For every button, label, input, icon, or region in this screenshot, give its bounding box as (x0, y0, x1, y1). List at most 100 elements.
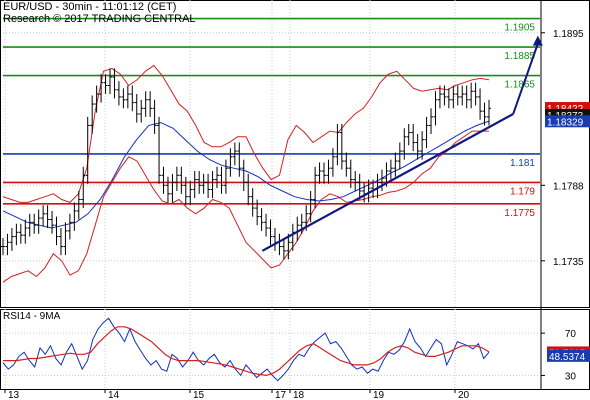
y-tick-label: 1.1895 (553, 29, 584, 40)
price-bar (241, 159, 246, 191)
price-bar (357, 173, 362, 200)
price-bar (290, 223, 295, 251)
price-bar (183, 176, 188, 206)
price-bar (482, 102, 487, 126)
price-bar (165, 176, 170, 203)
rsi-value-tag-label: 48.5374 (549, 352, 586, 363)
price-bar (286, 233, 291, 260)
price-bar (455, 85, 460, 106)
price-bar (393, 152, 398, 177)
price-bar (464, 85, 469, 109)
price-bar (451, 85, 456, 109)
price-bar (250, 188, 255, 217)
price-bar (469, 82, 474, 109)
price-bar (348, 159, 353, 189)
price-bar (174, 166, 179, 191)
price-bar (170, 173, 175, 203)
price-bar (473, 82, 478, 106)
price-bar (344, 152, 349, 177)
price-bar (32, 213, 37, 234)
rsi-value-tag-box (547, 349, 590, 362)
price-bar (108, 68, 113, 95)
price-bar (58, 228, 63, 256)
price-bar (27, 213, 32, 237)
price-bar (415, 133, 420, 160)
y-tick-label: 1.1735 (553, 257, 584, 268)
price-bar (188, 181, 193, 206)
price-bar (197, 171, 202, 194)
price-bar (486, 99, 491, 126)
price-bar (308, 190, 313, 223)
price-bar (397, 142, 402, 170)
bollinger-lower-band (2, 130, 489, 283)
price-bar (72, 202, 77, 231)
price-bar (460, 85, 465, 106)
price-bar (379, 169, 384, 191)
price-bar (139, 99, 144, 123)
price-bar (259, 208, 264, 231)
price-bar (215, 166, 220, 189)
price-bar (63, 222, 68, 256)
price-bar (18, 223, 23, 244)
rsi-panel-title: RSI14 - 9MA (3, 311, 61, 322)
level-label: 1.179 (510, 186, 535, 197)
price-bar (67, 213, 72, 240)
price-bar (223, 159, 228, 194)
x-tick-label: 19 (373, 390, 385, 400)
x-tick-label: 17 (275, 390, 287, 400)
y-tick-label: 1.1788 (553, 181, 584, 192)
level-label: 1.181 (510, 158, 535, 169)
price-bar (9, 228, 14, 251)
bollinger-upper-band (2, 64, 490, 203)
chart-header-symbol: EUR/USD - 30min - 11:01:12 (CET) (3, 1, 177, 13)
level-label: 1.1885 (504, 51, 535, 62)
price-tag-label: 1.18329 (547, 117, 584, 128)
price-bar (192, 171, 197, 199)
rsi-line (2, 317, 490, 382)
rsi-panel-frame (0, 309, 590, 390)
price-bar (219, 166, 224, 194)
price-bar (402, 128, 407, 160)
level-label: 1.1905 (504, 23, 535, 34)
price-bar (99, 74, 104, 103)
price-bar (54, 216, 59, 246)
price-bar (112, 68, 117, 99)
chart-header-copyright: Research © 2017 TRADING CENTRAL (3, 13, 196, 25)
price-bar (130, 85, 135, 112)
x-tick-label: 15 (193, 390, 205, 400)
support-trendline (261, 113, 514, 252)
rsi-signal-line (3, 326, 490, 377)
price-bar (14, 223, 19, 246)
price-bar (50, 210, 55, 234)
price-bar (206, 173, 211, 199)
price-bar (330, 148, 335, 177)
price-bar (36, 209, 41, 234)
price-bar (255, 199, 260, 226)
price-bar (143, 91, 148, 117)
projection-arrow-shaft (512, 43, 539, 115)
price-bar (1, 238, 5, 256)
price-bar (148, 91, 153, 117)
price-bar (420, 131, 425, 160)
price-bar (237, 142, 242, 177)
price-bar (375, 173, 380, 199)
price-bar (41, 205, 46, 227)
price-bar (281, 238, 286, 260)
price-tag-box (545, 115, 590, 128)
rsi-y-tick-label: 70 (565, 329, 577, 340)
price-bar (85, 116, 90, 184)
rsi-y-tick-label: 30 (565, 371, 577, 382)
price-bar (5, 233, 10, 256)
price-bar (23, 219, 28, 244)
price-bar (353, 171, 358, 191)
price-bar (429, 108, 434, 134)
price-bar (268, 219, 273, 246)
price-bar (339, 123, 344, 170)
moving-average-line (2, 120, 490, 229)
price-bar (317, 162, 322, 184)
level-label: 1.1865 (504, 80, 535, 91)
price-bar (442, 85, 447, 106)
price-bar (272, 228, 277, 251)
